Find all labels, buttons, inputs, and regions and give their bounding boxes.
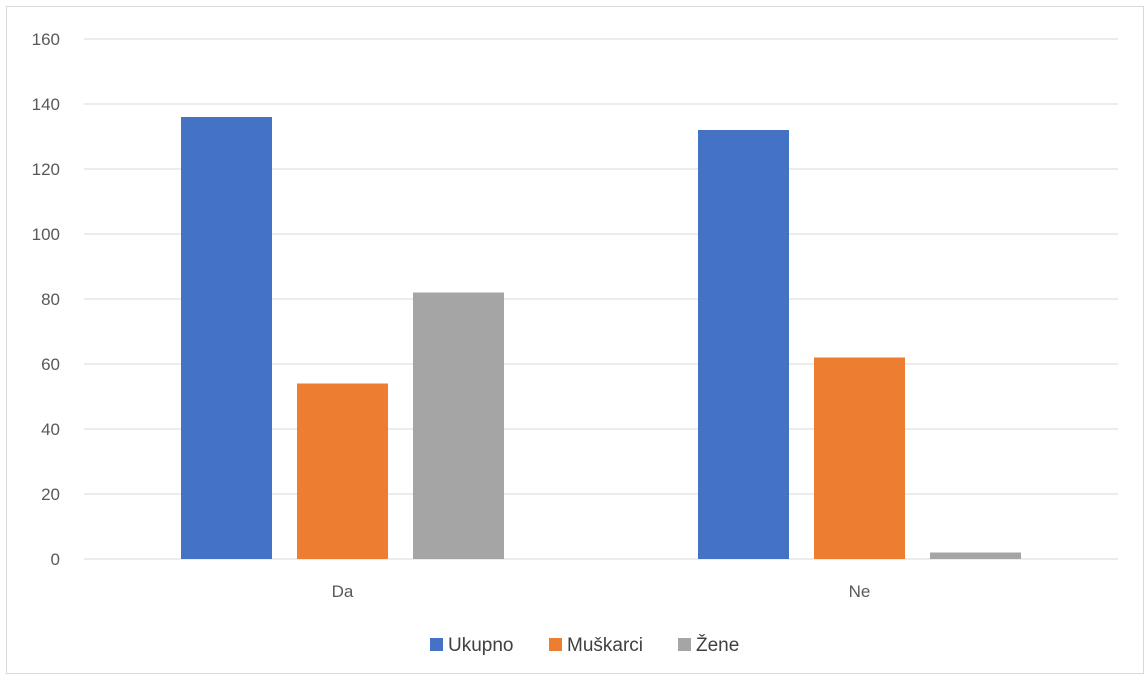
- y-tick-label: 20: [41, 485, 60, 504]
- bar-ukupno-ne: [698, 130, 789, 559]
- x-axis-category-labels: Da Ne: [332, 582, 871, 601]
- x-category-label: Ne: [849, 582, 871, 601]
- y-tick-label: 120: [32, 160, 60, 179]
- y-tick-label: 100: [32, 225, 60, 244]
- y-tick-label: 80: [41, 290, 60, 309]
- bar-žene-ne: [930, 552, 1021, 559]
- bar-žene-da: [413, 292, 504, 559]
- bar-muškarci-da: [297, 383, 388, 559]
- y-axis-tick-labels: 0 20 40 60 80 100 120 140 160: [32, 30, 60, 569]
- bars: [181, 117, 1021, 559]
- bar-muškarci-ne: [814, 357, 905, 559]
- bar-ukupno-da: [181, 117, 272, 559]
- y-tick-label: 60: [41, 355, 60, 374]
- legend-label: Žene: [696, 634, 739, 656]
- y-tick-label: 40: [41, 420, 60, 439]
- y-tick-label: 0: [51, 550, 60, 569]
- x-category-label: Da: [332, 582, 354, 601]
- legend: Ukupno Muškarci Žene: [430, 634, 739, 656]
- y-tick-label: 140: [32, 95, 60, 114]
- legend-swatch-ukupno: [430, 638, 443, 651]
- y-tick-label: 160: [32, 30, 60, 49]
- legend-label: Ukupno: [448, 635, 514, 656]
- legend-label: Muškarci: [567, 635, 643, 656]
- legend-swatch-žene: [678, 638, 691, 651]
- legend-swatch-muškarci: [549, 638, 562, 651]
